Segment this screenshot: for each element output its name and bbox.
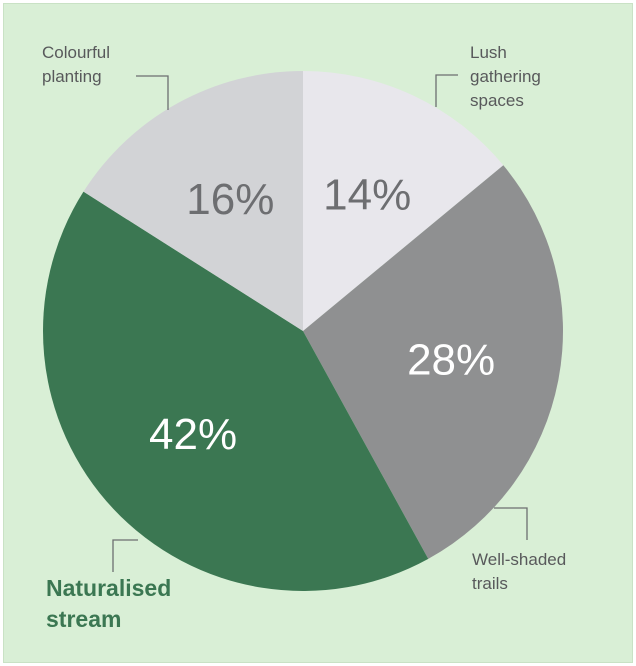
leader-line-colourful-planting xyxy=(136,75,169,110)
category-labels: Lush gathering spaces Well-shaded trails Natu… xyxy=(42,43,566,632)
pie-slice-lush-gathering-spaces xyxy=(303,71,504,331)
pie-slice-well-shaded-trails xyxy=(303,165,563,559)
leader-lines xyxy=(112,74,528,572)
category-label-naturalised-stream: Naturalised stream xyxy=(46,575,171,632)
value-label-naturalised-stream: 42% xyxy=(149,410,237,459)
pie-slices xyxy=(43,71,563,591)
value-label-colourful-planting: 16% xyxy=(186,175,274,224)
value-label-well-shaded-trails: 28% xyxy=(407,335,495,384)
leader-line-well-shaded-trails xyxy=(494,507,528,540)
leader-line-naturalised-stream xyxy=(112,539,138,572)
category-label-lush-gathering-spaces: Lush gathering spaces xyxy=(470,43,541,110)
category-label-well-shaded-trails: Well-shaded trails xyxy=(472,550,566,593)
pie-slice-colourful-planting xyxy=(83,71,304,331)
value-label-lush-gathering-spaces: 14% xyxy=(323,171,411,220)
category-label-colourful-planting: Colourful planting xyxy=(42,43,110,86)
leader-line-lush-gathering-spaces xyxy=(435,74,458,107)
value-labels: 14% 28% 42% 16% xyxy=(149,171,495,460)
pie-slice-naturalised-stream xyxy=(43,191,429,591)
